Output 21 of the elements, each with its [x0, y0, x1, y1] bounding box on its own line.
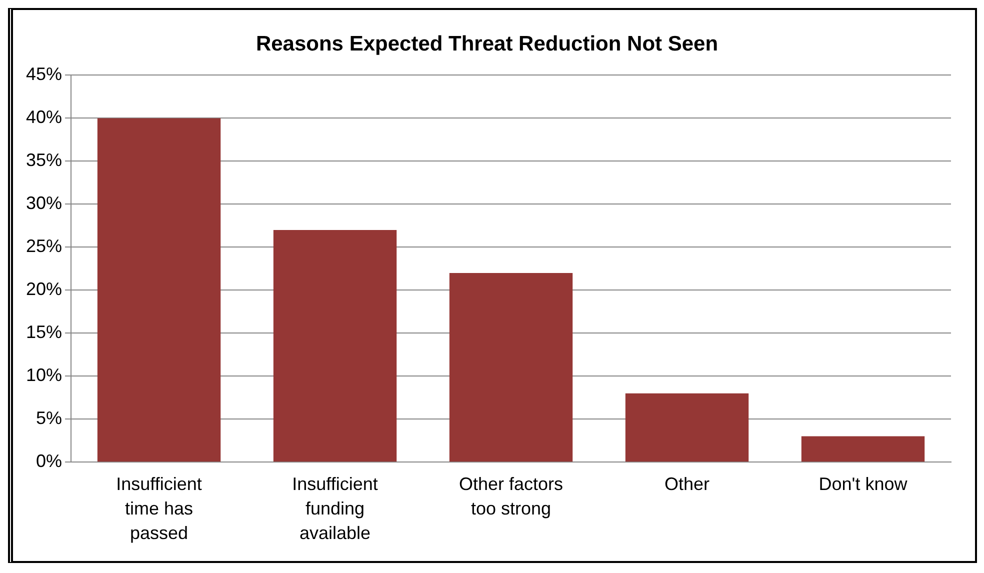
- chart-title: Reasons Expected Threat Reduction Not Seen: [256, 32, 718, 56]
- y-tick-label: 30%: [26, 193, 62, 214]
- y-tick-label: 20%: [26, 279, 62, 300]
- x-tick-label: Other factors too strong: [458, 474, 564, 519]
- y-tick-label: 35%: [26, 150, 62, 170]
- bar: [625, 393, 749, 462]
- x-tick-label: Insufficient funding available: [292, 474, 378, 543]
- bar: [97, 118, 221, 462]
- bar: [801, 436, 925, 462]
- y-tick-label: 45%: [26, 64, 62, 84]
- x-tick-label: Don't know: [818, 474, 908, 494]
- y-tick-label: 25%: [26, 236, 62, 256]
- bar: [273, 230, 397, 462]
- x-tick-label: Insufficient time has passed: [116, 474, 202, 543]
- y-tick-label: 5%: [36, 408, 62, 428]
- y-tick-label: 15%: [26, 322, 62, 342]
- y-tick-label: 0%: [36, 451, 62, 472]
- y-tick-label: 40%: [26, 107, 62, 128]
- y-tick-label: 10%: [26, 365, 62, 386]
- x-tick-label: Other: [664, 474, 710, 494]
- bar: [449, 272, 573, 462]
